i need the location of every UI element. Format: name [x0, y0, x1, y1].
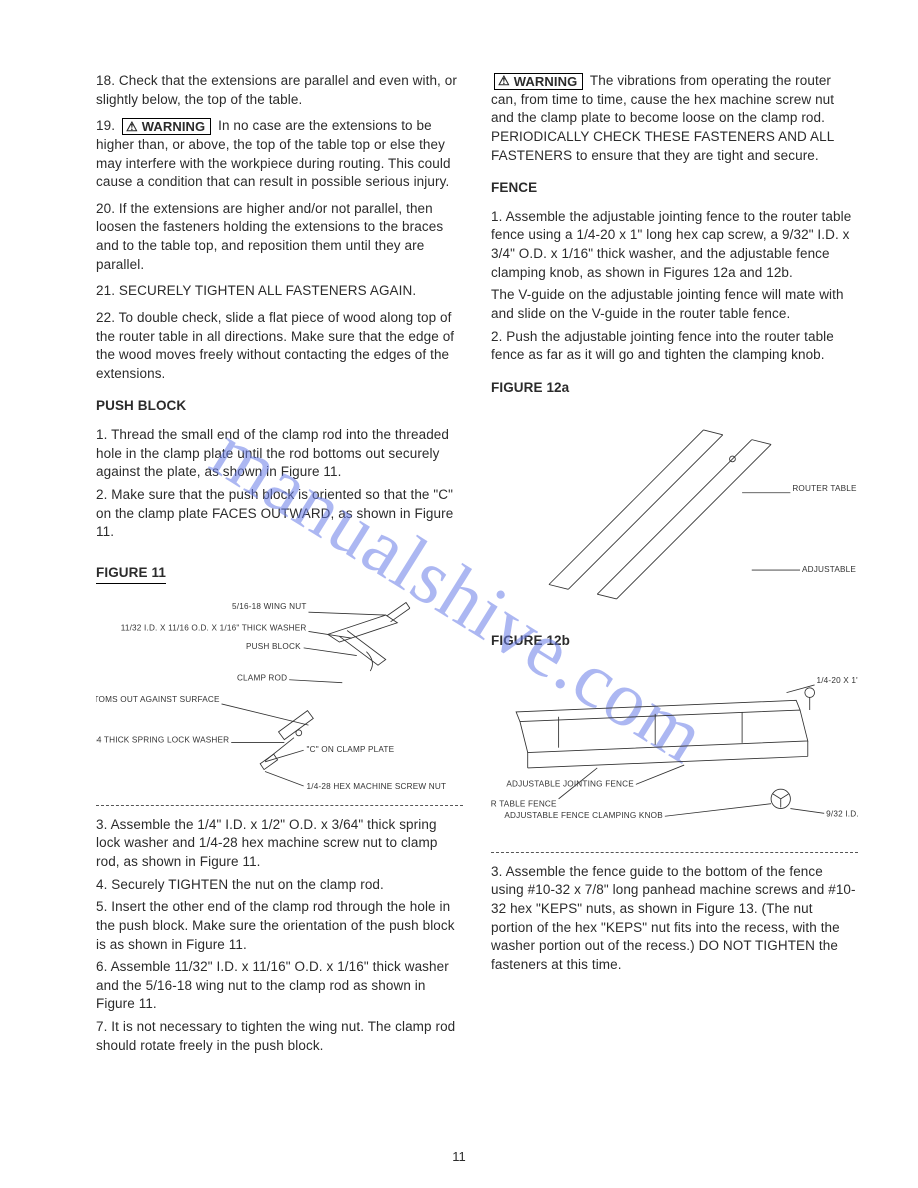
fence-step-3: 3. Assemble the fence guide to the botto…	[491, 863, 858, 975]
warning-badge: ⚠ WARNING	[494, 73, 583, 90]
fig11-callout-c: PUSH BLOCK	[246, 642, 301, 651]
page-number: 11	[0, 1149, 918, 1164]
warning-paragraph: ⚠ WARNING The vibrations from operating …	[491, 72, 858, 165]
left-column: 18. Check that the extensions are parall…	[96, 72, 463, 1063]
fig11-callout-d: CLAMP ROD	[237, 674, 287, 683]
warning-label: WARNING	[514, 75, 578, 88]
two-column-layout: 18. Check that the extensions are parall…	[0, 0, 918, 1063]
pushblock-step-1: 1. Thread the small end of the clamp rod…	[96, 426, 463, 482]
pushblock-step-3: 3. Assemble the 1/4" I.D. x 1/2" O.D. x …	[96, 816, 463, 872]
figure-12a-label: FIGURE 12a	[491, 379, 858, 398]
figure-12b-drawing: 1/4-20 X 1" LONG HEX CAP SCREW ADJUSTABL…	[491, 654, 858, 847]
fig12a-callout-b: ADJUSTABLE JOINTING FENCE	[802, 565, 858, 574]
right-column: ⚠ WARNING The vibrations from operating …	[491, 72, 858, 1063]
step-22: 22. To double check, slide a flat piece …	[96, 309, 463, 384]
figure-12a-svg: ROUTER TABLE FENCE ADJUSTABLE JOINTING F…	[491, 401, 858, 613]
fence-step-2: 2. Push the adjustable jointing fence in…	[491, 328, 858, 365]
step-19: 19. ⚠ WARNING In no case are the extensi…	[96, 117, 463, 192]
pushblock-step-2: 2. Make sure that the push block is orie…	[96, 486, 463, 542]
fig12b-callout-e: 9/32 I.D. X 3/4 O.D. X 1/16" THICK WASHE…	[826, 810, 858, 819]
fig11-callout-b: 11/32 I.D. X 11/16 O.D. X 1/16" THICK WA…	[121, 624, 307, 633]
step-19-number: 19.	[96, 118, 115, 133]
pushblock-step-4: 4. Securely TIGHTEN the nut on the clamp…	[96, 876, 463, 895]
step-20: 20. If the extensions are higher and/or …	[96, 200, 463, 275]
figure-12b: 1/4-20 X 1" LONG HEX CAP SCREW ADJUSTABL…	[491, 654, 858, 852]
fig11-callout-e: CLAMP PLATE BOTTOMS OUT AGAINST SURFACE	[96, 695, 220, 704]
fence-step-1: 1. Assemble the adjustable jointing fenc…	[491, 208, 858, 283]
document-page: manualshive.com 18. Check that the exten…	[0, 0, 918, 1188]
figure-11-svg: 5/16-18 WING NUT 11/32 I.D. X 11/16 O.D.…	[96, 588, 463, 800]
step-21: 21. SECURELY TIGHTEN ALL FASTENERS AGAIN…	[96, 282, 463, 301]
fig11-callout-h: 1/4-28 HEX MACHINE SCREW NUT	[307, 782, 447, 791]
warning-triangle-icon: ⚠	[498, 74, 510, 87]
fig12b-callout-c: ROUTER TABLE FENCE	[491, 800, 557, 809]
fig11-callout-a: 5/16-18 WING NUT	[232, 603, 307, 612]
fig12b-callout-a: 1/4-20 X 1" LONG HEX CAP SCREW	[816, 676, 858, 685]
pushblock-step-6: 6. Assemble 11/32" I.D. x 11/16" O.D. x …	[96, 958, 463, 1014]
fig12b-callout-d: ADJUSTABLE FENCE CLAMPING KNOB	[504, 812, 663, 821]
warning-badge: ⚠ WARNING	[122, 118, 211, 135]
pushblock-step-5: 5. Insert the other end of the clamp rod…	[96, 898, 463, 954]
fig11-callout-f: 1/4 I.D. X 1/2 O.D. X 3/64 THICK SPRING …	[96, 736, 229, 745]
warning-triangle-icon: ⚠	[126, 120, 138, 133]
pushblock-step-7: 7. It is not necessary to tighten the wi…	[96, 1018, 463, 1055]
figure-11: 5/16-18 WING NUT 11/32 I.D. X 11/16 O.D.…	[96, 588, 463, 805]
step-18: 18. Check that the extensions are parall…	[96, 72, 463, 109]
warning-label: WARNING	[142, 120, 206, 133]
figure-11-label: FIGURE 11	[96, 564, 166, 585]
fig11-callout-g: "C" ON CLAMP PLATE	[307, 746, 395, 755]
figure-11-drawing: 5/16-18 WING NUT 11/32 I.D. X 11/16 O.D.…	[96, 588, 463, 800]
fence-heading: FENCE	[491, 179, 858, 198]
fig12b-callout-b: ADJUSTABLE JOINTING FENCE	[506, 780, 634, 789]
fig12a-callout-a: ROUTER TABLE FENCE	[792, 484, 858, 493]
figure-12a-drawing: ROUTER TABLE FENCE ADJUSTABLE JOINTING F…	[491, 401, 858, 613]
figure-12b-label: FIGURE 12b	[491, 632, 858, 651]
fence-step-1b: The V-guide on the adjustable jointing f…	[491, 286, 858, 323]
figure-12b-svg: 1/4-20 X 1" LONG HEX CAP SCREW ADJUSTABL…	[491, 654, 858, 847]
figure-12a: ROUTER TABLE FENCE ADJUSTABLE JOINTING F…	[491, 401, 858, 617]
push-block-heading: PUSH BLOCK	[96, 397, 463, 416]
